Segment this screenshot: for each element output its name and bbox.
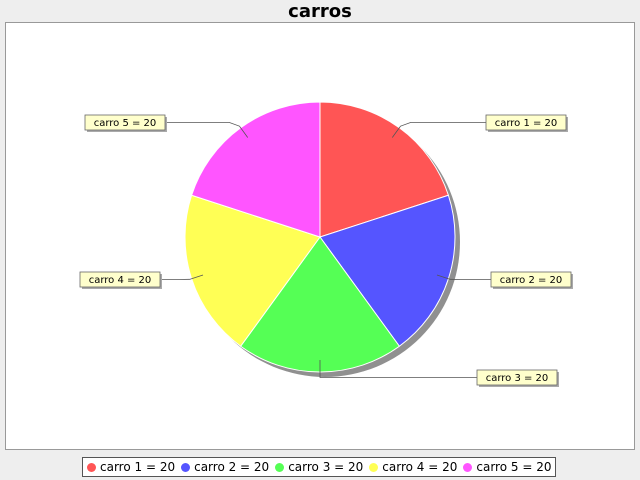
chart-title: carros: [288, 1, 352, 22]
callout-line-2: [436, 274, 491, 280]
legend-label-3: carro 3 = 20: [288, 460, 364, 474]
legend-item-5[interactable]: carro 5 = 20: [463, 460, 551, 474]
legend-item-1[interactable]: carro 1 = 20: [87, 460, 175, 474]
legend-item-2[interactable]: carro 2 = 20: [181, 460, 269, 474]
callout-box-3: [476, 369, 558, 386]
callout-label-2: carro 2 = 20: [500, 275, 563, 286]
callout-line-3: [319, 360, 477, 378]
legend-item-4[interactable]: carro 4 = 20: [369, 460, 457, 474]
legend-label-1: carro 1 = 20: [100, 460, 176, 474]
legend-swatch-5: [463, 462, 473, 472]
legend-item-3[interactable]: carro 3 = 20: [275, 460, 363, 474]
callout-line-5: [165, 122, 249, 138]
legend-label-4: carro 4 = 20: [382, 460, 458, 474]
callout-label-5: carro 5 = 20: [94, 118, 157, 129]
callout-box-2: [490, 271, 572, 288]
legend-swatch-1: [87, 462, 96, 472]
legend-swatch-4: [369, 462, 379, 472]
callout-label-1: carro 1 = 20: [495, 118, 558, 129]
callout-box-1: [485, 114, 567, 131]
legend-swatch-3: [275, 462, 285, 472]
callout-line-4: [160, 274, 204, 280]
callout-label-3: carro 3 = 20: [486, 373, 549, 384]
legend: carro 1 = 20 carro 2 = 20 carro 3 = 20 carr…: [82, 457, 557, 477]
callout-line-1: [391, 122, 486, 138]
callout-box-4: [79, 271, 161, 288]
callout-label-4: carro 4 = 20: [89, 275, 152, 286]
legend-swatch-2: [181, 462, 191, 472]
legend-label-2: carro 2 = 20: [194, 460, 270, 474]
legend-label-5: carro 5 = 20: [476, 460, 552, 474]
callout-box-5: [84, 114, 166, 131]
